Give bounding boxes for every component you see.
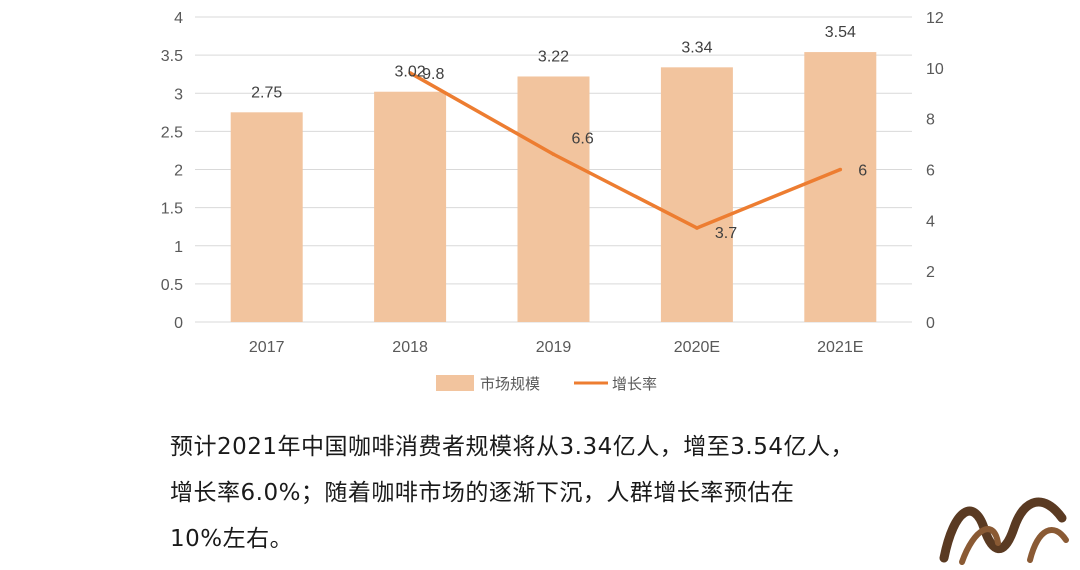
right-axis-tick-label: 4 <box>926 213 935 230</box>
line-series-growth-rate <box>408 71 843 230</box>
x-axis-tick-label: 2018 <box>392 339 428 356</box>
right-axis-tick-label: 8 <box>926 112 935 129</box>
left-axis-ticks: 0 0.5 1 1.5 2 2.5 3 3.5 4 <box>161 10 183 332</box>
left-axis-tick-label: 4 <box>174 10 183 27</box>
bar-value-label: 3.22 <box>538 48 569 65</box>
right-axis-tick-label: 0 <box>926 315 935 332</box>
bar-value-label: 2.75 <box>251 84 282 101</box>
left-axis-tick-label: 0 <box>174 315 183 332</box>
x-axis-tick-label: 2019 <box>536 339 572 356</box>
left-axis-tick-label: 2 <box>174 163 183 180</box>
watermark-logo <box>939 497 1069 565</box>
line-point <box>838 167 843 172</box>
growth-rate-line <box>409 71 841 230</box>
caption-line: 预计2021年中国咖啡消费者规模将从3.34亿人，增至3.54亿人， <box>170 434 854 460</box>
bar <box>660 67 733 322</box>
line-point <box>695 226 699 230</box>
x-axis-tick-label: 2021E <box>817 339 863 356</box>
caption-text: 预计2021年中国咖啡消费者规模将从3.34亿人，增至3.54亿人， 增长率6.… <box>170 424 970 562</box>
bar-value-label: 3.34 <box>681 39 712 56</box>
bar-value-label: 3.02 <box>395 64 426 81</box>
line-value-label: 9.8 <box>422 66 444 83</box>
x-axis-ticks: 2017 2018 2019 2020E 2021E <box>249 339 864 356</box>
legend-label-bar: 市场规模 <box>480 375 540 393</box>
legend-swatch-bar <box>436 375 474 391</box>
bar <box>230 112 303 322</box>
bar <box>804 52 877 322</box>
line-value-label: 3.7 <box>715 225 737 242</box>
line-value-label: 6.6 <box>572 130 594 147</box>
legend: 市场规模 增长率 <box>436 375 657 393</box>
left-axis-tick-label: 1 <box>174 239 183 256</box>
caption-line: 10%左右。 <box>170 526 294 552</box>
left-axis-tick-label: 3.5 <box>161 48 183 65</box>
line-point <box>551 152 556 157</box>
left-axis-tick-label: 3 <box>174 86 183 103</box>
right-axis-tick-label: 6 <box>926 163 935 180</box>
bar <box>374 91 447 322</box>
left-axis-tick-label: 2.5 <box>161 124 183 141</box>
bar-value-label: 3.54 <box>825 24 856 41</box>
x-axis-tick-label: 2020E <box>674 339 720 356</box>
caption-line: 增长率6.0%；随着咖啡市场的逐渐下沉，人群增长率预估在 <box>170 480 795 506</box>
data-labels: 2.75 3.02 3.22 3.34 3.54 9.8 6.6 3.7 6 <box>251 24 867 242</box>
right-axis-tick-label: 12 <box>926 10 944 27</box>
left-axis-tick-label: 1.5 <box>161 201 183 218</box>
right-axis-ticks: 0 2 4 6 8 10 12 <box>926 10 944 332</box>
legend-label-line: 增长率 <box>612 375 657 393</box>
bar <box>517 76 590 322</box>
bar-series-market-size <box>230 52 877 322</box>
x-axis-tick-label: 2017 <box>249 339 285 356</box>
right-axis-tick-label: 2 <box>926 264 935 281</box>
line-point <box>408 71 412 75</box>
right-axis-tick-label: 10 <box>926 61 944 78</box>
left-axis-tick-label: 0.5 <box>161 277 183 294</box>
line-value-label: 6 <box>858 163 867 180</box>
